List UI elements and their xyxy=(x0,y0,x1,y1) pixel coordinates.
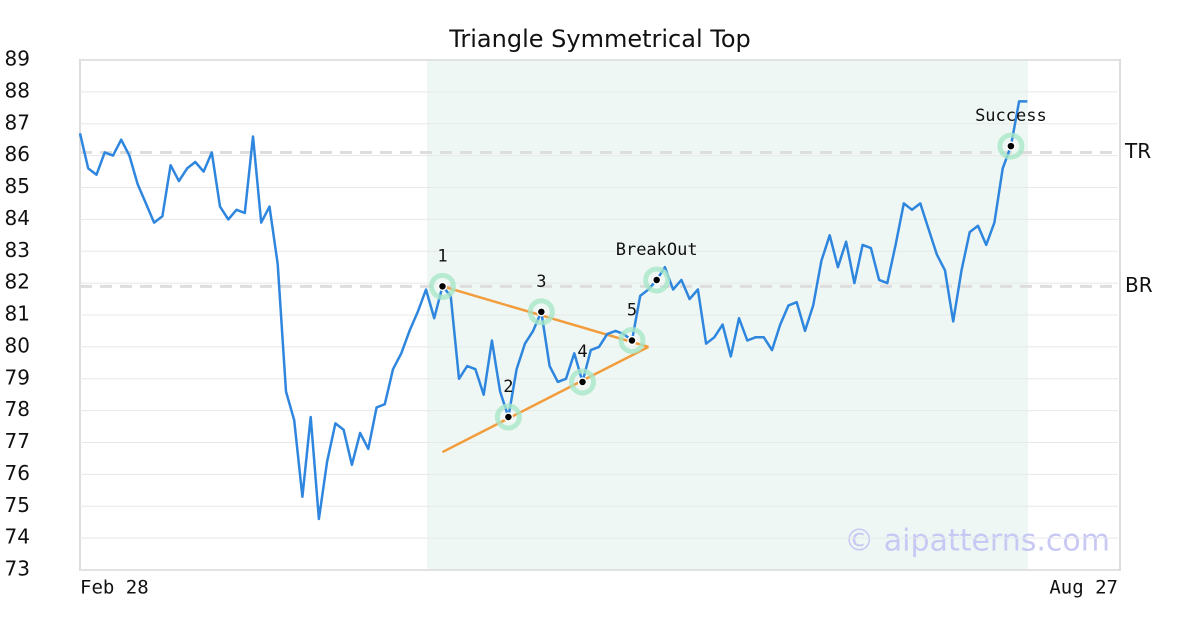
y-tick-label: 77 xyxy=(5,429,30,453)
chart-title: Triangle Symmetrical Top xyxy=(448,25,751,53)
pattern-point-halo xyxy=(997,132,1025,160)
pattern-point-label: BreakOut xyxy=(616,240,698,260)
trendline xyxy=(441,345,649,454)
y-tick-label: 86 xyxy=(5,142,30,166)
y-tick-label: 88 xyxy=(5,78,30,102)
y-tick-label: 81 xyxy=(5,302,30,326)
y-tick-label: 80 xyxy=(5,333,30,357)
pattern-point xyxy=(437,281,448,292)
y-tick-label: 83 xyxy=(5,238,30,262)
reference-label: TR xyxy=(1124,139,1151,163)
pattern-point-label: Success xyxy=(975,106,1047,126)
y-tick-label: 85 xyxy=(5,174,30,198)
pattern-point-halo xyxy=(428,272,456,300)
pattern-point xyxy=(1006,141,1016,151)
y-tick-label: 87 xyxy=(5,110,30,134)
pattern-point-halo xyxy=(618,327,646,354)
pattern-point xyxy=(577,377,588,387)
y-tick-label: 73 xyxy=(5,557,30,581)
x-tick-label: Feb 28 xyxy=(80,577,149,599)
pattern-point xyxy=(627,335,637,346)
y-tick-label: 74 xyxy=(5,525,30,549)
pattern-point-label: 5 xyxy=(627,301,637,321)
y-tick-label: 84 xyxy=(5,206,30,230)
pattern-point-label: 1 xyxy=(437,246,447,266)
y-tick-label: 82 xyxy=(5,270,30,294)
x-tick-label: Aug 27 xyxy=(1049,577,1118,599)
pattern-point-label: 3 xyxy=(536,272,546,292)
y-tick-label: 78 xyxy=(5,397,30,421)
pattern-point-label: 2 xyxy=(503,377,513,397)
pattern-point-halo xyxy=(494,403,522,431)
pattern-point-label: 4 xyxy=(577,342,587,362)
y-tick-label: 75 xyxy=(5,493,30,517)
pattern-point-halo xyxy=(569,368,597,396)
y-tick-label: 89 xyxy=(5,47,30,71)
price-line xyxy=(78,100,1028,521)
reference-label: BR xyxy=(1125,273,1153,297)
pattern-point xyxy=(536,307,547,317)
pattern-point-halo xyxy=(527,298,555,326)
pattern-point xyxy=(503,412,514,422)
watermark: © aipatterns.com xyxy=(844,524,1110,559)
pattern-point-halo xyxy=(643,266,671,294)
pattern-point xyxy=(651,275,662,285)
y-tick-label: 76 xyxy=(5,461,30,485)
trendline xyxy=(442,285,649,349)
y-tick-label: 79 xyxy=(5,365,30,389)
